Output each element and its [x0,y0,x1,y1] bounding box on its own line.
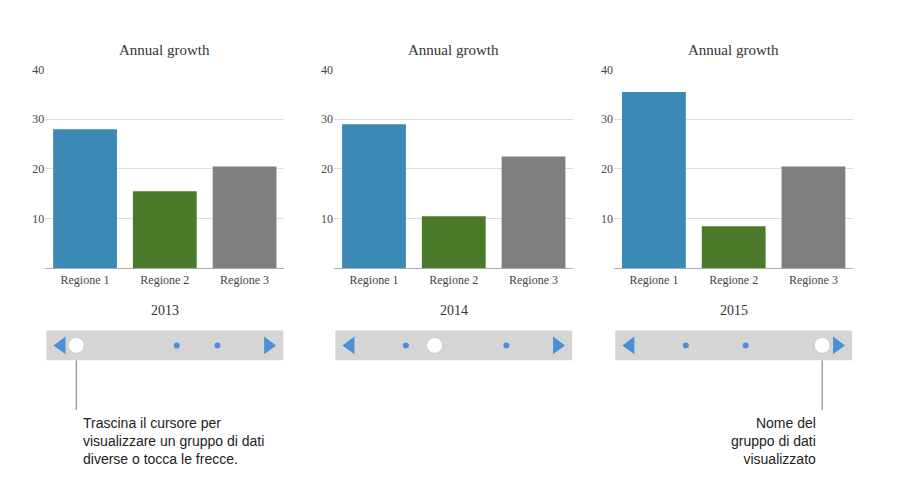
svg-text:Regione 1: Regione 1 [61,273,110,287]
svg-text:Trascina il cursore pervisuali: Trascina il cursore pervisualizzare un g… [83,415,264,467]
svg-text:10: 10 [32,212,44,226]
svg-text:Regione 1: Regione 1 [349,273,398,287]
svg-text:Regione 1: Regione 1 [629,273,678,287]
svg-text:40: 40 [32,63,44,77]
svg-text:Annual growth: Annual growth [688,42,779,58]
svg-text:Regione 2: Regione 2 [140,273,189,287]
svg-text:10: 10 [601,212,613,226]
svg-text:2015: 2015 [720,303,748,318]
svg-text:Annual growth: Annual growth [408,42,499,58]
svg-text:40: 40 [321,63,333,77]
svg-text:30: 30 [601,112,613,126]
svg-text:20: 20 [321,162,333,176]
svg-text:2013: 2013 [151,303,179,318]
svg-text:20: 20 [32,162,44,176]
svg-text:Regione 2: Regione 2 [709,273,758,287]
svg-text:30: 30 [321,112,333,126]
svg-text:Regione 3: Regione 3 [220,273,269,287]
svg-text:10: 10 [321,212,333,226]
svg-text:Regione 3: Regione 3 [509,273,558,287]
svg-text:Regione 2: Regione 2 [429,273,478,287]
svg-text:30: 30 [32,112,44,126]
svg-text:Nome delgruppo di dativisualiz: Nome delgruppo di dativisualizzato [731,415,816,467]
svg-text:2014: 2014 [440,303,468,318]
svg-text:20: 20 [601,162,613,176]
svg-text:Regione 3: Regione 3 [789,273,838,287]
svg-text:Annual growth: Annual growth [119,42,210,58]
svg-text:40: 40 [601,63,613,77]
